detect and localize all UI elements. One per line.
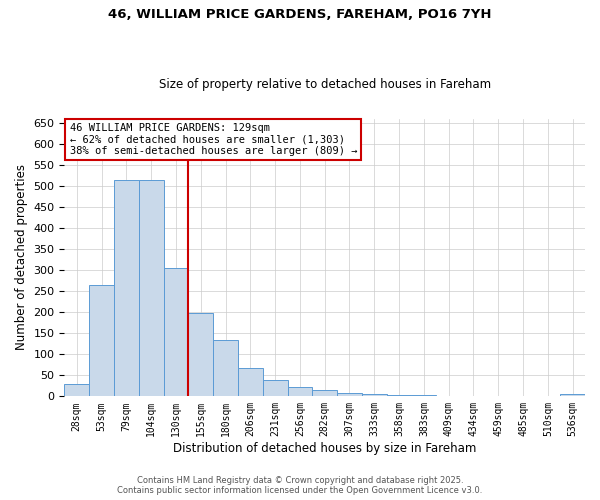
Bar — [139, 180, 164, 396]
X-axis label: Distribution of detached houses by size in Fareham: Distribution of detached houses by size … — [173, 442, 476, 455]
Bar — [560, 394, 585, 396]
Bar — [64, 384, 89, 396]
Bar — [362, 394, 386, 396]
Bar — [213, 340, 238, 396]
Title: Size of property relative to detached houses in Fareham: Size of property relative to detached ho… — [158, 78, 491, 91]
Bar — [313, 390, 337, 396]
Bar — [337, 393, 362, 396]
Bar — [164, 268, 188, 396]
Bar — [287, 387, 313, 396]
Text: 46, WILLIAM PRICE GARDENS, FAREHAM, PO16 7YH: 46, WILLIAM PRICE GARDENS, FAREHAM, PO16… — [108, 8, 492, 20]
Bar — [386, 394, 412, 396]
Bar — [263, 380, 287, 396]
Text: 46 WILLIAM PRICE GARDENS: 129sqm
← 62% of detached houses are smaller (1,303)
38: 46 WILLIAM PRICE GARDENS: 129sqm ← 62% o… — [70, 122, 357, 156]
Bar — [238, 368, 263, 396]
Bar — [188, 313, 213, 396]
Bar — [114, 180, 139, 396]
Bar — [89, 285, 114, 397]
Y-axis label: Number of detached properties: Number of detached properties — [15, 164, 28, 350]
Text: Contains HM Land Registry data © Crown copyright and database right 2025.
Contai: Contains HM Land Registry data © Crown c… — [118, 476, 482, 495]
